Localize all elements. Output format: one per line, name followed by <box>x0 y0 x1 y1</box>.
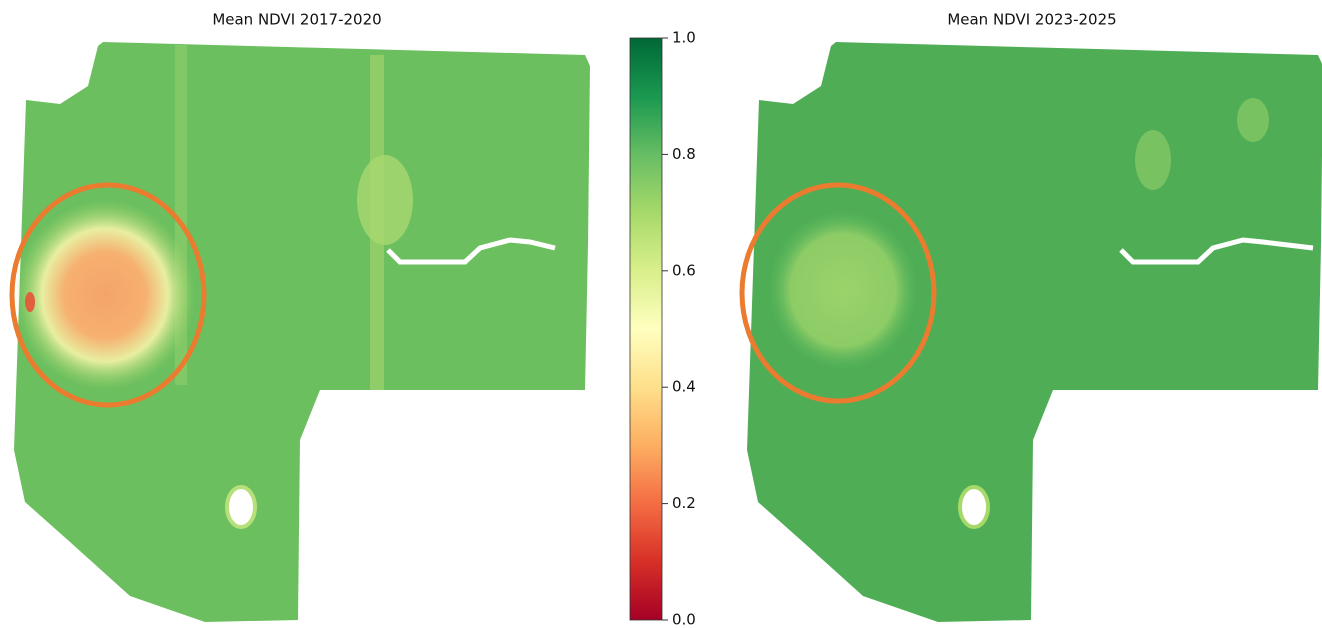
tick-label: 0.2 <box>672 494 696 512</box>
figure: Mean NDVI 2017-2020 Mean NDVI 2023-2025 … <box>0 0 1322 628</box>
tick-label: 1.0 <box>672 29 696 47</box>
colorbar <box>630 38 662 620</box>
map-panel-2 <box>742 42 1322 622</box>
colorbar-gradient <box>630 38 662 620</box>
tick-label: 0.0 <box>672 611 696 628</box>
tick-label: 0.4 <box>672 378 696 396</box>
tick-label: 0.8 <box>672 145 696 163</box>
panel-title: Mean NDVI 2017-2020 <box>212 11 381 29</box>
map-panel-1 <box>12 42 590 622</box>
tick-label: 0.6 <box>672 261 696 279</box>
panel-title: Mean NDVI 2023-2025 <box>947 11 1116 29</box>
